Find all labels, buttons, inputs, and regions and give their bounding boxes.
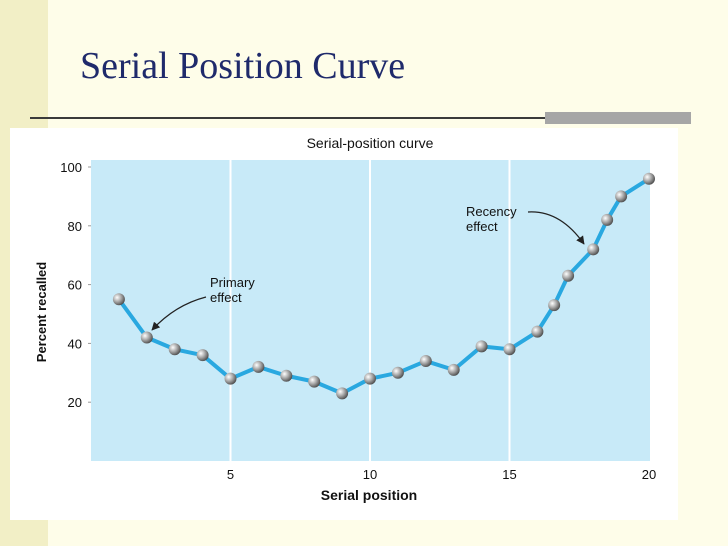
data-point bbox=[475, 340, 488, 353]
data-point bbox=[548, 299, 561, 312]
data-point bbox=[562, 269, 575, 282]
data-point bbox=[112, 293, 125, 306]
data-point bbox=[447, 363, 460, 376]
data-point bbox=[308, 375, 321, 388]
data-point bbox=[587, 243, 600, 256]
y-tick-label: 60 bbox=[68, 278, 82, 293]
annotation: effect bbox=[466, 219, 498, 234]
data-point bbox=[615, 190, 628, 203]
y-tick-label: 20 bbox=[68, 395, 82, 410]
y-tick-label: 80 bbox=[68, 219, 82, 234]
data-point bbox=[196, 349, 209, 362]
data-point bbox=[601, 213, 614, 226]
data-point bbox=[531, 325, 544, 338]
chart-title: Serial-position curve bbox=[307, 135, 434, 151]
x-tick-label: 10 bbox=[363, 467, 377, 482]
y-tick-label: 40 bbox=[68, 336, 82, 351]
rule-accent bbox=[545, 112, 691, 124]
data-point bbox=[224, 372, 237, 385]
x-axis-label: Serial position bbox=[321, 487, 417, 503]
annotation-arrow bbox=[151, 296, 207, 331]
data-point bbox=[419, 355, 432, 368]
annotation-arrow bbox=[527, 211, 585, 245]
data-line bbox=[117, 177, 651, 396]
data-point bbox=[168, 343, 181, 356]
data-point bbox=[252, 360, 265, 373]
data-point bbox=[140, 331, 153, 344]
data-point bbox=[643, 172, 655, 185]
annotation: Recency bbox=[466, 204, 517, 219]
data-point bbox=[280, 369, 293, 382]
y-tick-label: 100 bbox=[60, 160, 82, 175]
data-point bbox=[391, 366, 404, 379]
x-tick-label: 20 bbox=[642, 467, 656, 482]
x-tick-label: 5 bbox=[227, 467, 234, 482]
title-rule bbox=[30, 117, 545, 119]
x-tick-label: 15 bbox=[502, 467, 516, 482]
y-axis-label: Percent recalled bbox=[34, 262, 49, 363]
annotation: effect bbox=[210, 290, 242, 305]
data-point bbox=[503, 343, 516, 356]
slide-title: Serial Position Curve bbox=[80, 45, 406, 87]
annotation: Primary bbox=[210, 275, 255, 290]
data-point bbox=[364, 372, 376, 385]
data-point bbox=[336, 387, 349, 400]
